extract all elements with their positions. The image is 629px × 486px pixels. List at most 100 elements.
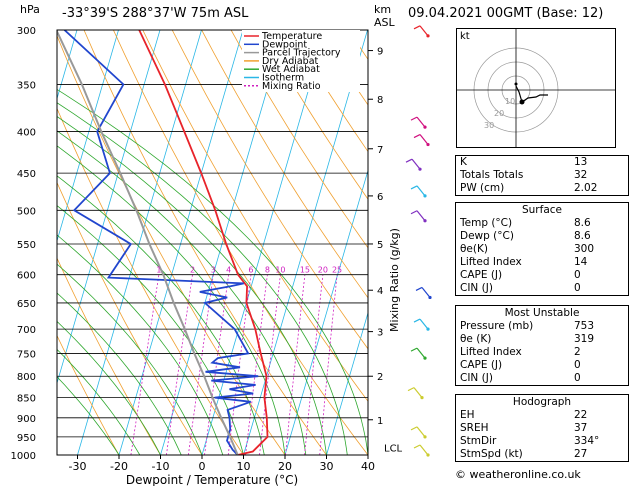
wind-barb <box>419 444 429 456</box>
km-tick-label: 7 <box>377 145 383 156</box>
wind-barb <box>416 347 426 359</box>
wind-barb-flag <box>410 210 418 215</box>
hodograph-table: Hodograph EH 22 SREH 37 StmDir 334° StmSpd … <box>455 394 629 462</box>
x-tick-label: 40 <box>361 460 375 473</box>
isotherm-line <box>57 30 119 243</box>
km-tick-label: 5 <box>377 240 383 251</box>
asl-label: ASL <box>374 16 395 29</box>
legend-entry: Parcel Trajectory <box>262 48 341 59</box>
mixing-ratio-axis-label: Mixing Ratio (g/kg) <box>388 228 401 332</box>
copyright: © weatheronline.co.uk <box>455 468 581 481</box>
mixing-ratio-label: 1 <box>156 266 161 275</box>
wind-barb-flag <box>410 426 418 431</box>
pressure-tick-label: 400 <box>17 128 36 139</box>
wet-adiabat-line <box>57 205 244 455</box>
isotherm-line <box>57 30 161 385</box>
legend-entry: Wet Adiabat <box>262 64 320 75</box>
pressure-tick-label: 750 <box>17 349 36 360</box>
wet-adiabat-line <box>57 130 307 455</box>
pressure-tick-label: 550 <box>17 240 36 251</box>
dry-adiabat-line <box>171 30 368 350</box>
wind-barb-flag <box>413 444 421 449</box>
wind-barb <box>416 185 426 197</box>
dry-adiabat-line <box>230 30 368 249</box>
legend-entry: Temperature <box>261 31 322 42</box>
most-unstable-table: Most Unstable Pressure (mb) 753 θe (K) 319… <box>455 305 629 386</box>
hodograph-ring-20: 20 <box>494 109 504 118</box>
pressure-tick-label: 600 <box>17 271 36 282</box>
wet-adiabat-line <box>57 102 348 455</box>
wind-barb-base <box>423 356 427 360</box>
x-tick-label: -10 <box>152 460 170 473</box>
wind-barb-flag <box>410 347 418 352</box>
wind-barb <box>419 318 429 330</box>
isotherm-line <box>243 30 368 455</box>
mixing-ratio-line <box>130 274 160 455</box>
isotherm-line <box>326 311 368 455</box>
header-location: -33°39'S 288°37'W 75m ASL <box>62 6 249 21</box>
mixing-ratio-label: 20 <box>318 266 328 275</box>
wind-barb-flag <box>413 134 421 139</box>
mixing-ratio-line <box>227 274 252 455</box>
pressure-tick-label: 900 <box>17 414 36 425</box>
header-datetime: 09.04.2021 00GMT (Base: 12) <box>408 6 604 21</box>
wind-barb-flag <box>410 185 418 190</box>
dry-adiabat-line <box>260 30 368 200</box>
wind-barb <box>413 387 423 399</box>
legend-entry: Mixing Ratio <box>262 81 321 92</box>
wind-barb <box>421 287 431 298</box>
pressure-tick-label: 1000 <box>11 451 36 462</box>
hodograph-trace <box>515 85 548 103</box>
wind-barb <box>416 426 426 438</box>
hpa-label: hPa <box>20 3 40 16</box>
pressure-tick-label: 350 <box>17 80 36 91</box>
x-tick-label: 0 <box>199 460 206 473</box>
isotherm-line <box>160 30 285 455</box>
x-tick-label: 20 <box>278 460 292 473</box>
km-tick-label: 8 <box>377 95 383 106</box>
mixing-ratio-label: 2 <box>190 266 195 275</box>
isotherm-line <box>284 169 368 455</box>
mixing-ratio-line <box>245 274 268 455</box>
wind-barb-flag <box>413 25 421 30</box>
mixing-ratio-label: 3 <box>211 266 216 275</box>
km-tick-label: 4 <box>377 286 383 297</box>
pressure-tick-label: 700 <box>17 325 36 336</box>
dry-adiabat-line <box>289 30 368 153</box>
wind-barb <box>411 158 421 170</box>
pressure-tick-label: 800 <box>17 372 36 383</box>
hodograph: kt 10 20 30 <box>456 28 616 148</box>
mixing-ratio-label: 4 <box>226 266 231 275</box>
km-tick-label: 9 <box>377 47 383 58</box>
wind-barb-base <box>426 34 430 38</box>
wind-barb-base <box>423 125 427 129</box>
wet-adiabat-line <box>57 376 120 455</box>
legend-entry: Isotherm <box>262 73 304 84</box>
lcl-label: LCL <box>384 443 403 454</box>
isotherm-line <box>201 30 327 455</box>
wind-barb <box>419 134 429 145</box>
x-tick-label: 30 <box>320 460 334 473</box>
wet-adiabat-line <box>57 320 161 455</box>
isotherm-line <box>77 30 202 455</box>
wind-barb-base <box>420 396 424 400</box>
wind-barb-flag <box>405 158 413 163</box>
wind-barb-base <box>426 453 430 457</box>
mixing-ratio-line <box>304 274 324 455</box>
dry-adiabat-line <box>201 30 368 299</box>
pressure-tick-label: 500 <box>17 206 36 217</box>
mixing-ratio-line <box>319 274 338 455</box>
km-tick-label: 2 <box>377 372 383 383</box>
pressure-tick-label: 450 <box>17 169 36 180</box>
wind-barb-base <box>423 194 427 198</box>
km-tick-label: 1 <box>377 416 383 427</box>
pressure-tick-label: 850 <box>17 394 36 405</box>
legend-entry: Dewpoint <box>262 39 307 50</box>
mixing-ratio-line <box>166 274 193 455</box>
mixing-ratio-label: 8 <box>265 266 270 275</box>
wind-barb <box>419 25 429 37</box>
wet-adiabat-line <box>57 348 141 455</box>
hodograph-ring-10: 10 <box>505 97 515 106</box>
